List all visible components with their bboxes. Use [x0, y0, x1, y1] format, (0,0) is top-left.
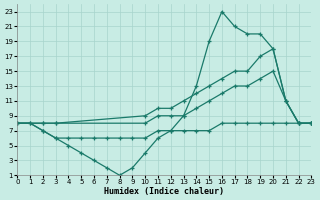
X-axis label: Humidex (Indice chaleur): Humidex (Indice chaleur): [104, 187, 224, 196]
